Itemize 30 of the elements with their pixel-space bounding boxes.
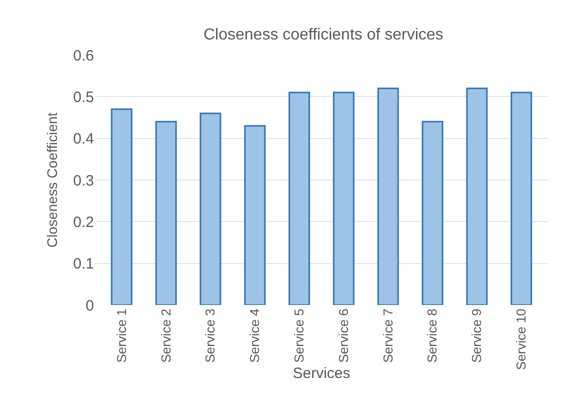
bar [200, 112, 222, 305]
y-tick-label: 0.2 [73, 214, 94, 231]
bar [466, 88, 488, 305]
x-tick-label: Service 2 [158, 308, 174, 363]
x-tick-label: Service 4 [247, 308, 262, 363]
y-axis-title: Closeness Coefficient [44, 112, 60, 248]
x-tick-label: Service 6 [336, 308, 351, 363]
x-tick-label: Service 9 [469, 308, 484, 363]
x-tick-label: Service 10 [514, 308, 529, 370]
bar [422, 120, 444, 305]
x-tick-label: Service 1 [114, 308, 129, 363]
x-tick-label: Service 5 [292, 308, 307, 363]
bar [244, 125, 266, 305]
y-tick-label: 0 [86, 297, 94, 314]
y-tick-label: 0.4 [73, 130, 94, 148]
y-tick-label: 0.6 [73, 47, 94, 64]
x-tick-label: Service 3 [202, 308, 218, 363]
x-tick-label: Service 7 [380, 308, 396, 363]
bar [155, 120, 177, 305]
bar [110, 108, 132, 305]
chart-title: Closeness coefficients of services [203, 26, 444, 44]
y-tick-label: 0.1 [73, 256, 94, 273]
y-tick-label: 0.3 [73, 172, 94, 190]
x-tick-label: Service 8 [424, 308, 440, 363]
bar [510, 92, 532, 305]
bar [288, 92, 310, 305]
x-axis-title: Services [292, 364, 350, 382]
bar [377, 88, 399, 305]
bar [332, 92, 354, 305]
y-tick-label: 0.5 [73, 88, 94, 106]
